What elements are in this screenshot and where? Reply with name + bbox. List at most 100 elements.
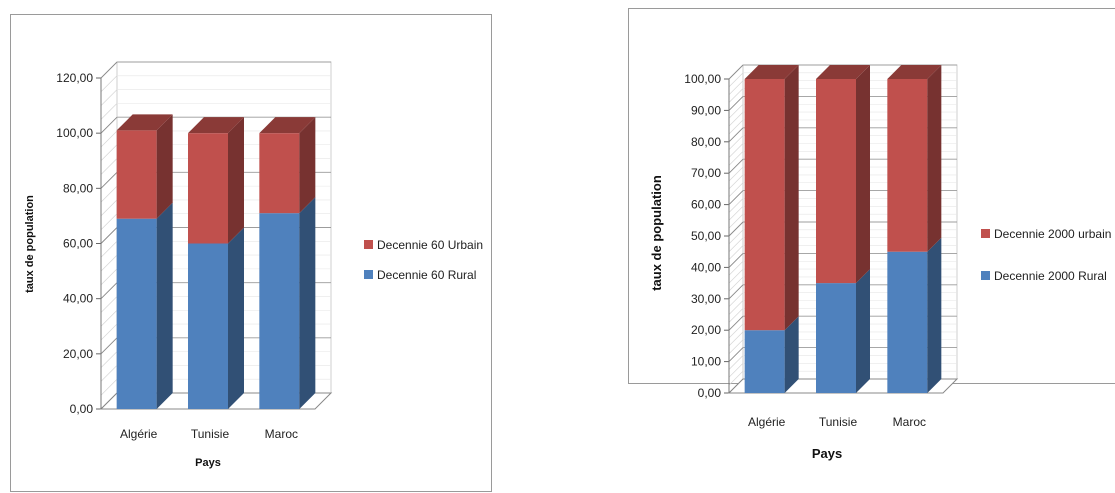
legend-label: Decennie 60 Rural <box>377 268 476 282</box>
y-tick-label: 70,00 <box>691 166 721 180</box>
bar-rural-side <box>228 227 244 409</box>
bar-urbain-side <box>156 114 173 219</box>
legend-swatch <box>364 270 373 279</box>
legend-label: Decennie 60 Urbain <box>377 238 483 252</box>
side-wall-hatch <box>100 158 118 175</box>
side-wall-hatch <box>728 355 744 370</box>
bar-rural-side <box>856 269 870 393</box>
bar-urbain-front <box>816 79 856 284</box>
bar-urbain-front <box>116 130 157 219</box>
side-wall-hatch <box>728 174 744 190</box>
side-wall-hatch <box>100 130 118 148</box>
x-axis-title: Pays <box>195 457 221 469</box>
gridline-side <box>728 221 744 237</box>
side-wall-hatch <box>728 261 744 276</box>
side-wall-hatch <box>100 199 118 217</box>
gridline-side <box>100 116 118 134</box>
bar-rural-front <box>887 251 928 393</box>
side-wall-hatch <box>100 323 118 341</box>
chart-right-panel: 0,00 10,00 20,00 30,00 40,00 50,00 60,00 70,00 8… <box>628 8 1115 461</box>
legend-swatch <box>981 271 990 280</box>
side-wall-hatch <box>728 363 744 378</box>
y-tick-label: 120,00 <box>56 71 93 85</box>
side-wall-hatch <box>100 268 118 286</box>
side-wall-hatch <box>100 103 118 120</box>
side-wall-hatch <box>728 229 744 245</box>
y-tick-label: 20,00 <box>691 323 721 337</box>
bar-urbain-side <box>927 65 942 252</box>
y-tick-label: 30,00 <box>691 292 721 306</box>
bar-urbain-top <box>744 65 799 79</box>
bar-urbain-top <box>887 65 942 79</box>
bar-rural-side <box>156 202 173 409</box>
y-tick-label: 50,00 <box>691 229 721 243</box>
gridline-side <box>728 96 744 111</box>
bar-rural-front <box>188 243 228 409</box>
x-category-label: Tunisie <box>191 427 230 441</box>
y-tick-label: 0,00 <box>70 402 94 416</box>
side-wall-hatch <box>728 119 744 135</box>
side-wall-hatch <box>728 276 744 292</box>
side-wall-hatch <box>728 166 744 182</box>
bar-urbain-side <box>856 65 870 284</box>
side-wall-hatch <box>728 206 744 221</box>
y-tick-label: 60,00 <box>691 198 721 212</box>
y-tick-label: 0,00 <box>698 386 722 400</box>
gridline-side <box>100 227 118 244</box>
bar-urbain-top <box>116 114 173 131</box>
legend-label: Decennie 2000 urbain <box>994 227 1111 241</box>
gridline-side <box>100 172 118 189</box>
bar-rural-front <box>259 213 300 409</box>
side-wall-hatch <box>728 111 744 127</box>
bar-rural-front <box>816 283 856 393</box>
side-wall-hatch <box>728 292 744 307</box>
chart-right: 0,00 10,00 20,00 30,00 40,00 50,00 60,00 70,00 8… <box>649 64 1111 461</box>
bar-urbain-front <box>744 79 785 331</box>
y-tick-label: 80,00 <box>691 135 721 149</box>
side-wall-hatch <box>100 365 118 382</box>
y-tick-label: 40,00 <box>63 292 93 306</box>
side-wall-hatch <box>100 185 118 203</box>
gridline-side <box>100 282 118 299</box>
y-tick-label: 100,00 <box>684 72 721 86</box>
gridline-side <box>100 61 118 79</box>
bar-rural-front <box>744 330 785 393</box>
side-wall-hatch <box>728 308 744 323</box>
y-tick-label: 90,00 <box>691 103 721 117</box>
legend-swatch <box>981 229 990 238</box>
chart-left-panel: 0,00 20,00 40,00 60,00 80,00 100,00 120,00 Algé… <box>10 14 492 492</box>
x-category-label: Maroc <box>265 427 298 441</box>
bar-rural-side <box>299 197 316 409</box>
side-wall-hatch <box>728 245 744 260</box>
side-wall-hatch <box>100 254 118 272</box>
x-category-label: Tunisie <box>819 415 858 429</box>
bar-urbain-top <box>259 117 316 134</box>
side-wall-hatch <box>100 144 118 161</box>
y-axis-title: taux de population <box>649 175 664 291</box>
gridline-side <box>728 127 744 143</box>
y-tick-label: 40,00 <box>691 260 721 274</box>
side-wall-hatch <box>728 151 744 166</box>
side-wall-hatch <box>100 241 118 258</box>
gridline-side <box>728 64 744 80</box>
bar-urbain-front <box>887 79 928 252</box>
gridline-side <box>728 253 744 268</box>
side-wall-hatch <box>728 300 744 315</box>
bar-urbain-front <box>259 133 300 214</box>
gridline-side <box>728 284 744 300</box>
bar-urbain-front <box>188 133 228 244</box>
bar-rural-side <box>927 237 942 393</box>
gridline-side <box>100 337 118 355</box>
side-wall-hatch <box>728 237 744 252</box>
side-wall-hatch <box>728 213 744 229</box>
x-category-label: Maroc <box>893 415 926 429</box>
gridline-side <box>728 158 744 174</box>
side-wall-hatch <box>100 351 118 368</box>
bar-urbain-side <box>228 117 244 244</box>
y-axis-title: taux de population <box>24 195 36 293</box>
side-wall-hatch <box>728 104 744 119</box>
side-wall-hatch <box>100 89 118 106</box>
side-wall-hatch <box>100 296 118 313</box>
chart-left: 0,00 20,00 40,00 60,00 80,00 100,00 120,00 Algé… <box>24 61 483 469</box>
y-tick-label: 20,00 <box>63 347 93 361</box>
